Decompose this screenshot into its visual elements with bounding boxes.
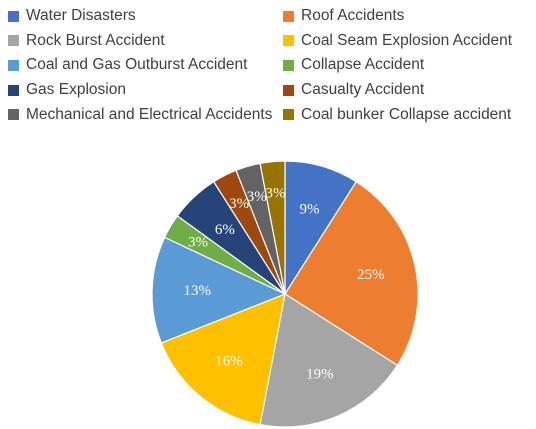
legend-label: Gas Explosion [26, 81, 126, 99]
legend-label: Rock Burst Accident [26, 31, 165, 49]
legend-item: Collapse Accident [283, 53, 532, 78]
legend-item: Coal Seam Explosion Accident [283, 29, 532, 54]
legend-label: Roof Accidents [301, 7, 405, 25]
slice-data-label: 3% [247, 189, 267, 205]
pie-slice [259, 293, 399, 428]
legend-swatch [283, 109, 294, 121]
legend-item: Gas Explosion [8, 78, 283, 103]
legend-swatch [283, 84, 294, 96]
legend-label: Coal bunker Collapse accident [301, 105, 512, 123]
legend-item: Roof Accidents [283, 4, 532, 29]
legend-item: Rock Burst Accident [8, 29, 283, 54]
legend-swatch [283, 59, 294, 71]
pie-slice [151, 236, 287, 344]
chart-legend: Water Disasters Roof Accidents Rock Burst … [8, 4, 532, 127]
legend-item: Coal bunker Collapse accident [283, 102, 532, 127]
legend-swatch [8, 84, 19, 96]
slice-data-label: 6% [215, 222, 235, 238]
legend-item: Mechanical and Electrical Accidents [8, 102, 283, 127]
slice-data-label: 3% [229, 196, 249, 212]
legend-swatch [8, 10, 19, 22]
pie-slice [259, 160, 286, 295]
legend-swatch [8, 109, 19, 121]
slice-data-label: 19% [306, 367, 334, 383]
legend-label: Collapse Accident [301, 56, 425, 74]
legend-swatch [8, 59, 19, 71]
slice-data-label: 25% [357, 267, 385, 283]
pie-slice [160, 293, 286, 426]
slice-data-label: 9% [300, 202, 320, 218]
slice-data-label: 13% [184, 283, 212, 299]
legend-swatch [283, 10, 294, 22]
legend-label: Coal and Gas Outburst Accident [26, 56, 248, 74]
legend-label: Water Disasters [26, 7, 136, 25]
slice-data-label: 3% [266, 185, 286, 201]
slice-data-label: 16% [215, 354, 243, 370]
legend-item: Coal and Gas Outburst Accident [8, 53, 283, 78]
legend-label: Coal Seam Explosion Accident [301, 31, 513, 49]
legend-item: Water Disasters [8, 4, 283, 29]
legend-label: Mechanical and Electrical Accidents [26, 105, 273, 123]
legend-swatch [8, 35, 19, 47]
legend-label: Casualty Accident [301, 81, 425, 99]
pie-slice [284, 180, 419, 367]
legend-swatch [283, 35, 294, 47]
legend-item: Casualty Accident [283, 78, 532, 103]
slice-data-label: 3% [188, 235, 208, 251]
